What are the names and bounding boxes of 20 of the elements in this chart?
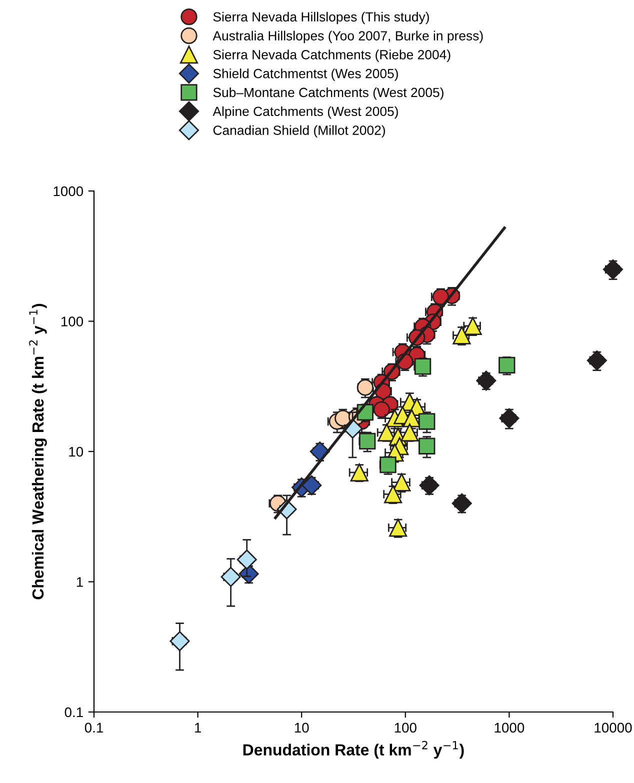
x-tick-label: 10000 (594, 722, 632, 733)
legend-label: Shield Catchmentst (Wes 2005) (213, 68, 398, 81)
y-tick-label: 100 (61, 316, 84, 326)
y-axis-title: Chemical Weathering Rate (t km$^{−2}$ y$^{−1}$) (29, 304, 47, 600)
x-axis-title: Denudation Rate (t km$^{−2}$ y$^{−1}$) (243, 740, 464, 759)
legend-label: Alpine Catchments (West 2005) (212, 106, 398, 119)
legend-label: Sub–Montane Catchments (West 2005) (213, 87, 444, 100)
x-tick-label: 10 (294, 722, 309, 733)
x-tick-label: 1 (194, 722, 201, 732)
y-tick-label: 10 (69, 446, 84, 457)
legend-label: Sierra Nevada Hillslopes (This study) (213, 12, 429, 24)
x-tick-label: 1000 (494, 722, 524, 733)
legend-label: Canadian Shield (Millot 2002) (213, 125, 385, 138)
legend-label: Australia Hillslopes (Yoo 2007, Burke in press) (212, 30, 483, 44)
y-tick-label: 1 (76, 577, 83, 587)
x-tick-label: 100 (394, 722, 416, 733)
y-tick-label: 1000 (54, 186, 84, 196)
legend-label: Sierra Nevada Catchments (Riebe 2004) (213, 50, 450, 62)
x-tick-label: 0.1 (84, 722, 103, 733)
y-tick-label: 0.1 (64, 707, 83, 718)
